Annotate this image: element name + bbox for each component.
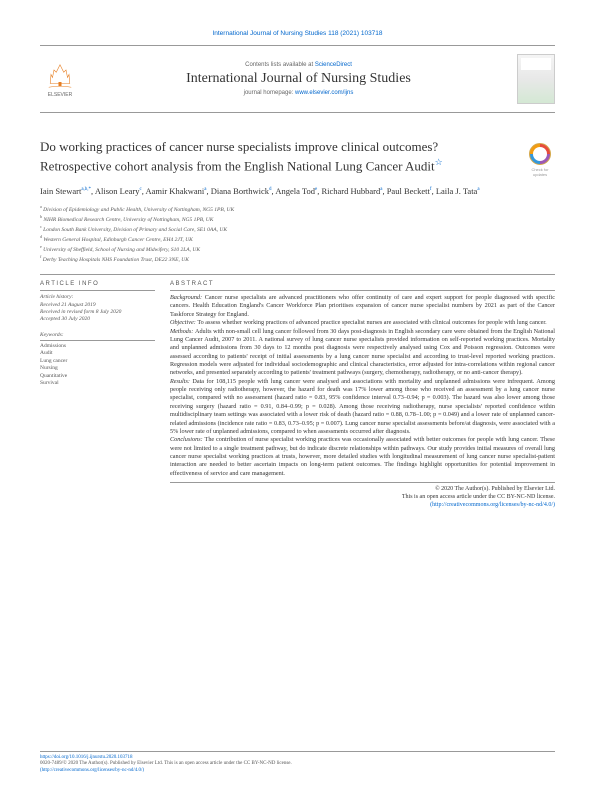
journal-header-box: ELSEVIER Contents lists available at Sci… — [40, 45, 555, 113]
elsevier-logo: ELSEVIER — [40, 57, 80, 102]
homepage-label: journal homepage: — [244, 90, 295, 96]
check-updates-badge[interactable]: Check for updates — [525, 143, 555, 178]
cc-license-link[interactable]: (http://creativecommons.org/licenses/by-… — [170, 502, 555, 510]
objective-label: Objective: — [170, 319, 197, 326]
authors-list: Iain Stewarta,b,*, Alison Learyc, Aamir … — [40, 186, 555, 198]
article-info-heading: ARTICLE INFO — [40, 281, 155, 291]
article-history: Article history: Received 21 August 2019… — [40, 294, 155, 324]
contents-text: Contents lists available at — [245, 62, 315, 68]
two-column-layout: ARTICLE INFO Article history: Received 2… — [40, 281, 555, 509]
history-label: Article history: — [40, 294, 155, 301]
footer-cc-link[interactable]: (http://creativecommons.org/licenses/by-… — [40, 768, 555, 775]
journal-center: Contents lists available at ScienceDirec… — [80, 62, 517, 96]
revised-date: Received in revised form 8 July 2020 — [40, 309, 155, 316]
keywords-list: AdmissionsAuditLung cancerNursingQuantit… — [40, 343, 155, 388]
results-text: Data for 108,115 people with lung cancer… — [170, 378, 555, 435]
accepted-date: Accepted 30 July 2020 — [40, 316, 155, 323]
abstract-body: Background: Cancer nurse specialists are… — [170, 294, 555, 478]
crossmark-icon — [529, 143, 551, 165]
copyright-line-2: This is an open access article under the… — [170, 494, 555, 502]
article-info-column: ARTICLE INFO Article history: Received 2… — [40, 281, 155, 509]
results-label: Results: — [170, 378, 192, 385]
journal-cover-thumbnail — [517, 54, 555, 104]
affiliations-list: a Division of Epidemiology and Public He… — [40, 204, 555, 264]
section-divider — [40, 274, 555, 275]
homepage-link[interactable]: www.elsevier.com/ijns — [295, 90, 353, 96]
journal-homepage: journal homepage: www.elsevier.com/ijns — [80, 90, 517, 96]
elsevier-text: ELSEVIER — [48, 92, 72, 98]
title-text: Do working practices of cancer nurse spe… — [40, 139, 438, 173]
copyright-block: © 2020 The Author(s). Published by Elsev… — [170, 482, 555, 509]
background-text: Cancer nurse specialists are advanced pr… — [170, 294, 555, 318]
background-label: Background: — [170, 294, 205, 301]
journal-name: International Journal of Nursing Studies — [80, 71, 517, 87]
science-direct-link[interactable]: ScienceDirect — [315, 62, 352, 68]
check-updates-text: Check for updates — [525, 167, 555, 177]
page-footer: https://doi.org/10.1016/j.ijnurstu.2020.… — [40, 751, 555, 775]
keywords-label: Keywords: — [40, 332, 155, 341]
methods-text: Adults with non-small cell lung cancer f… — [170, 328, 555, 377]
objective-text: To assess whether working practices of a… — [197, 319, 546, 326]
doi-header: International Journal of Nursing Studies… — [40, 30, 555, 37]
title-block: Do working practices of cancer nurse spe… — [40, 138, 555, 174]
abstract-column: ABSTRACT Background: Cancer nurse specia… — [170, 281, 555, 509]
title-note-icon: ☆ — [435, 157, 443, 167]
elsevier-tree-icon — [45, 61, 75, 91]
contents-line: Contents lists available at ScienceDirec… — [80, 62, 517, 68]
conclusions-text: The contribution of nurse specialist wor… — [170, 436, 555, 476]
copyright-line-1: © 2020 The Author(s). Published by Elsev… — [170, 486, 555, 494]
received-date: Received 21 August 2019 — [40, 302, 155, 309]
conclusions-label: Conclusions: — [170, 436, 205, 443]
article-title: Do working practices of cancer nurse spe… — [40, 138, 555, 174]
methods-label: Methods: — [170, 328, 195, 335]
abstract-heading: ABSTRACT — [170, 281, 555, 291]
